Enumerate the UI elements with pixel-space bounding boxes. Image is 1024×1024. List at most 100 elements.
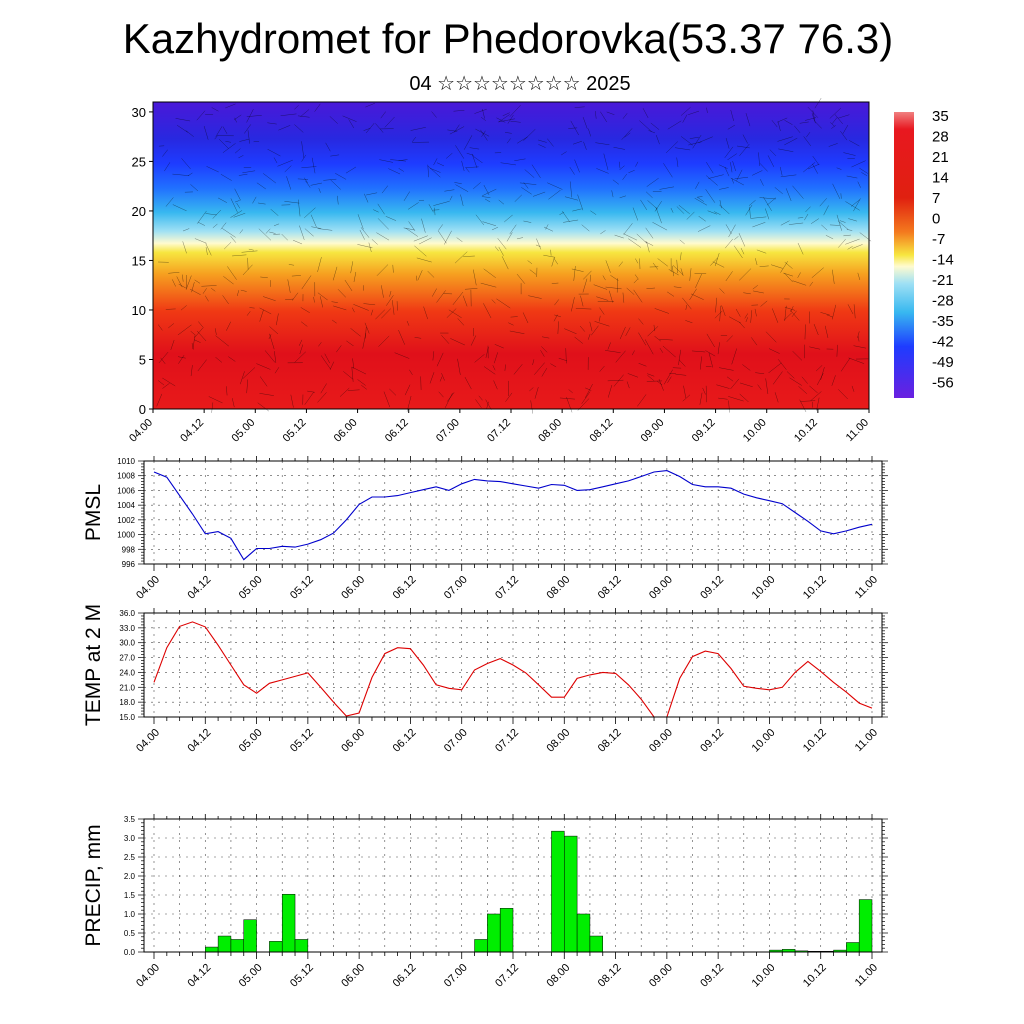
wind-barb xyxy=(226,321,231,331)
wind-barb xyxy=(758,152,760,166)
wind-barb xyxy=(331,319,337,324)
wind-barb xyxy=(541,346,548,353)
wind-barb xyxy=(298,199,301,217)
wind-barb xyxy=(267,122,277,125)
wind-barb xyxy=(696,196,703,198)
wind-barb xyxy=(797,217,804,219)
wind-barb xyxy=(392,300,395,315)
y-tick-label: 1010 xyxy=(117,457,135,466)
wind-barb xyxy=(168,272,180,274)
wind-barb xyxy=(607,384,613,398)
wind-barb xyxy=(339,387,350,397)
wind-barb xyxy=(329,116,338,124)
colorbar: 35 28 21 14 7 0 -7 -14 -21 -28 -35 -42 -49 -56 xyxy=(894,108,954,398)
wind-barb xyxy=(628,170,635,173)
wind-barb xyxy=(481,196,491,198)
wind-barb xyxy=(460,194,464,206)
wind-barb xyxy=(234,117,237,123)
wind-barb xyxy=(247,130,250,144)
wind-barb xyxy=(304,177,308,184)
wind-barb xyxy=(790,309,800,321)
wind-barb xyxy=(708,174,724,179)
wind-barb xyxy=(784,272,793,283)
wind-barb xyxy=(715,297,718,313)
wind-barb xyxy=(752,285,758,290)
y-tick-label: 1.5 xyxy=(124,891,136,900)
y-axis-label: PMSL xyxy=(82,484,105,541)
wind-barb xyxy=(780,261,789,273)
wind-barb xyxy=(647,373,655,377)
wind-barb xyxy=(246,311,251,316)
x-tick-label: 08.12 xyxy=(596,574,624,602)
wind-barb xyxy=(301,321,308,327)
wind-barb xyxy=(623,233,638,241)
wind-barb xyxy=(234,148,241,154)
wind-barb xyxy=(210,288,216,292)
wind-barb xyxy=(788,222,804,225)
wind-barb xyxy=(294,105,299,110)
wind-barb xyxy=(246,115,262,117)
wind-barb xyxy=(438,391,444,398)
wind-barb xyxy=(228,356,236,362)
temperature-field xyxy=(153,102,869,409)
wind-barb xyxy=(706,107,708,113)
wind-barb xyxy=(845,201,860,211)
wind-barb xyxy=(218,138,229,149)
wind-barb xyxy=(680,107,691,116)
x-tick-label: 09.00 xyxy=(647,727,675,755)
wind-barb xyxy=(220,174,232,181)
wind-barb xyxy=(724,238,733,249)
wind-barb xyxy=(418,237,432,245)
x-tick-label: 08.00 xyxy=(544,727,572,755)
wind-barb xyxy=(724,166,730,177)
wind-barb xyxy=(427,165,441,178)
x-tick-label: 10.00 xyxy=(750,574,778,602)
wind-barb xyxy=(571,297,575,312)
wind-barb xyxy=(745,113,751,127)
wind-barb xyxy=(246,109,254,123)
wind-barb xyxy=(223,276,234,285)
wind-barb xyxy=(541,336,550,339)
wind-barb xyxy=(431,111,437,118)
wind-barb xyxy=(385,216,397,221)
wind-barb xyxy=(698,215,706,222)
y-tick-label: 30.0 xyxy=(119,639,135,648)
temperature-panel: 15.0 18.0 21.0 24.0 27.0 30.0 33.0 36.0 04.00 04.… xyxy=(82,604,888,755)
wind-barb xyxy=(752,222,766,228)
wind-barb xyxy=(484,198,491,203)
wind-barb xyxy=(756,249,767,254)
wind-barb xyxy=(379,159,394,163)
wind-barb xyxy=(851,160,866,168)
wind-barb xyxy=(371,239,378,245)
wind-barb xyxy=(162,377,176,387)
wind-barb xyxy=(809,346,821,350)
y-tick-label: 15 xyxy=(132,253,146,268)
temp-2m-series-line xyxy=(153,621,873,718)
wind-barb xyxy=(691,350,706,353)
precip-bar xyxy=(846,942,860,953)
wind-barb xyxy=(453,110,465,112)
wind-barb xyxy=(791,310,797,317)
wind-barb xyxy=(523,182,529,189)
wind-barb xyxy=(408,221,416,232)
wind-barb xyxy=(730,162,733,173)
wind-barb xyxy=(739,268,752,281)
wind-barb xyxy=(810,218,819,224)
precip-bar xyxy=(205,946,219,953)
wind-barb xyxy=(634,274,639,280)
wind-barb xyxy=(848,218,857,222)
wind-barb xyxy=(759,197,776,200)
wind-barb xyxy=(470,335,477,346)
wind-barb xyxy=(506,138,511,144)
wind-barb xyxy=(498,114,510,123)
wind-barb xyxy=(623,223,633,235)
wind-barb xyxy=(258,228,272,241)
wind-barb xyxy=(834,114,843,125)
wind-barb xyxy=(752,170,763,176)
wind-barb xyxy=(247,257,249,270)
y-tick-label: 1004 xyxy=(117,501,135,510)
wind-barb xyxy=(381,285,384,298)
wind-barb xyxy=(784,305,787,321)
wind-barb xyxy=(168,323,175,329)
wind-barb xyxy=(857,336,860,342)
